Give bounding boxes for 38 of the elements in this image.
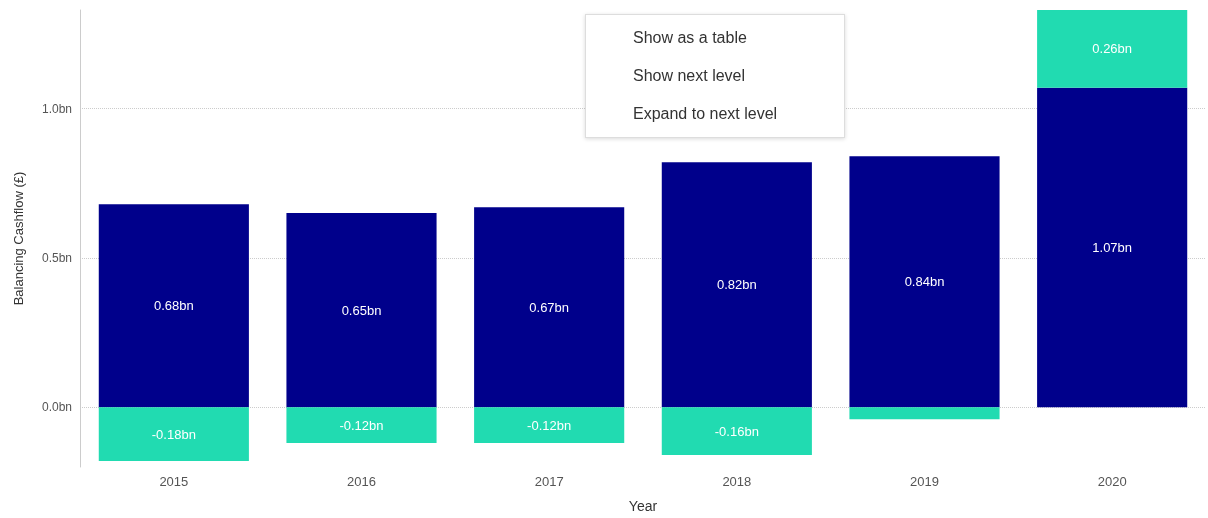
- bar: [474, 207, 625, 408]
- data-label: 1.07bn: [1092, 239, 1133, 255]
- bar: [1037, 87, 1188, 408]
- y-tick-label: 0.0bn: [41, 400, 72, 415]
- bar: [98, 407, 249, 462]
- context-menu: Show as a table Show next level Expand to next level: [585, 14, 845, 138]
- data-label: 0.68bn: [153, 298, 194, 314]
- x-tick-label: 2016: [347, 474, 376, 489]
- x-tick-label: 2018: [722, 474, 752, 489]
- bar: [98, 204, 249, 408]
- data-label: -0.16bn: [714, 423, 759, 439]
- data-label: -0.18bn: [151, 426, 196, 442]
- bar: [474, 407, 625, 444]
- y-axis-title: Balancing Cashflow (£): [11, 171, 26, 306]
- annotation: Show next level: [632, 66, 747, 86]
- data-label: 0.84bn: [904, 274, 945, 290]
- bar: [661, 162, 812, 408]
- x-tick-label: 2020: [1097, 474, 1127, 489]
- data-label: 0.67bn: [529, 299, 570, 315]
- bar: [849, 407, 1000, 420]
- annotation: Show as a table: [632, 28, 748, 48]
- y-tick-label: 1.0bn: [41, 101, 72, 116]
- bar: [661, 407, 812, 456]
- annotation: Expand to next level: [632, 104, 779, 124]
- bar: [286, 407, 437, 444]
- data-label: -0.12bn: [339, 417, 384, 433]
- data-label: 0.26bn: [1092, 41, 1133, 57]
- bar: [1037, 10, 1188, 88]
- x-tick-label: 2017: [534, 474, 564, 489]
- data-label: 0.82bn: [716, 277, 757, 293]
- x-tick-label: 2019: [910, 474, 939, 489]
- x-axis-title: Year: [628, 498, 658, 514]
- x-tick-label: 2015: [159, 474, 189, 489]
- data-label: 0.65bn: [341, 302, 382, 318]
- y-tick-label: 0.5bn: [41, 250, 72, 265]
- data-label: -0.12bn: [527, 417, 572, 433]
- bar: [849, 156, 1000, 408]
- bar: [286, 213, 437, 408]
